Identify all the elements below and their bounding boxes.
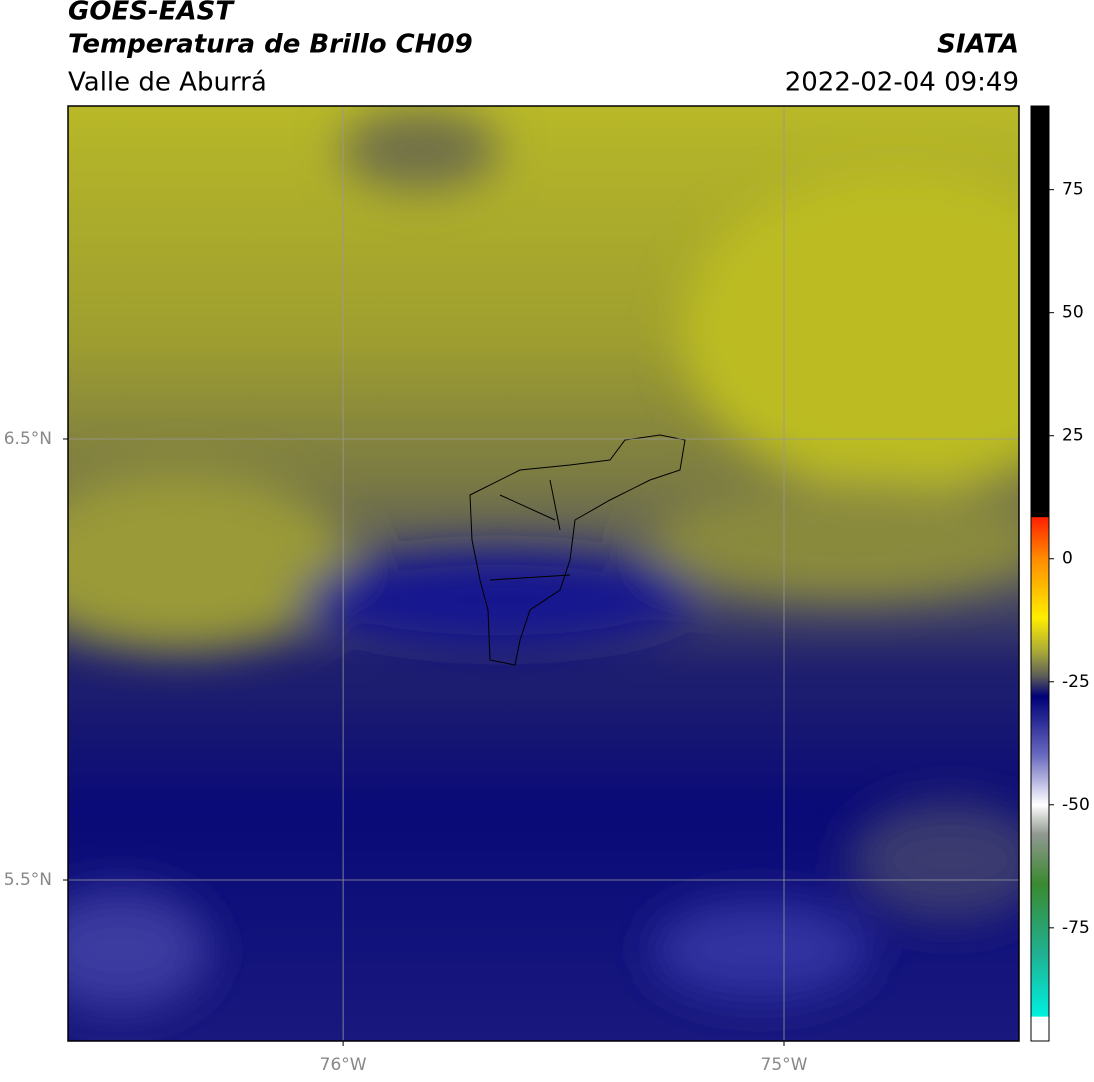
x-tick-label: 76°W <box>320 1055 367 1075</box>
title: GOES-EAST <box>68 0 235 27</box>
datetime: 2022-02-04 09:49 <box>785 68 1019 98</box>
subtitle: Temperatura de Brillo CH09 <box>68 30 473 60</box>
colorbar-tick-label: 50 <box>1062 303 1084 323</box>
x-tick-label: 75°W <box>761 1055 808 1075</box>
colorbar-tick-label: -25 <box>1062 672 1090 692</box>
grid <box>68 106 1019 1041</box>
colorbar-tick-label: 25 <box>1062 426 1084 446</box>
y-tick-label: 5.5°N <box>4 870 52 890</box>
colorbar <box>1030 105 1050 1042</box>
colorbar-tick-label: 0 <box>1062 549 1073 569</box>
region: Valle de Aburrá <box>68 68 267 98</box>
colorbar-tick-label: -50 <box>1062 795 1090 815</box>
colorbar-tick-label: -75 <box>1062 918 1090 938</box>
map-field <box>68 106 1019 1041</box>
colorbar-tick-label: 75 <box>1062 180 1084 200</box>
map-frame <box>67 105 1020 1042</box>
y-tick-label: 6.5°N <box>4 429 52 449</box>
source: SIATA <box>937 30 1019 60</box>
